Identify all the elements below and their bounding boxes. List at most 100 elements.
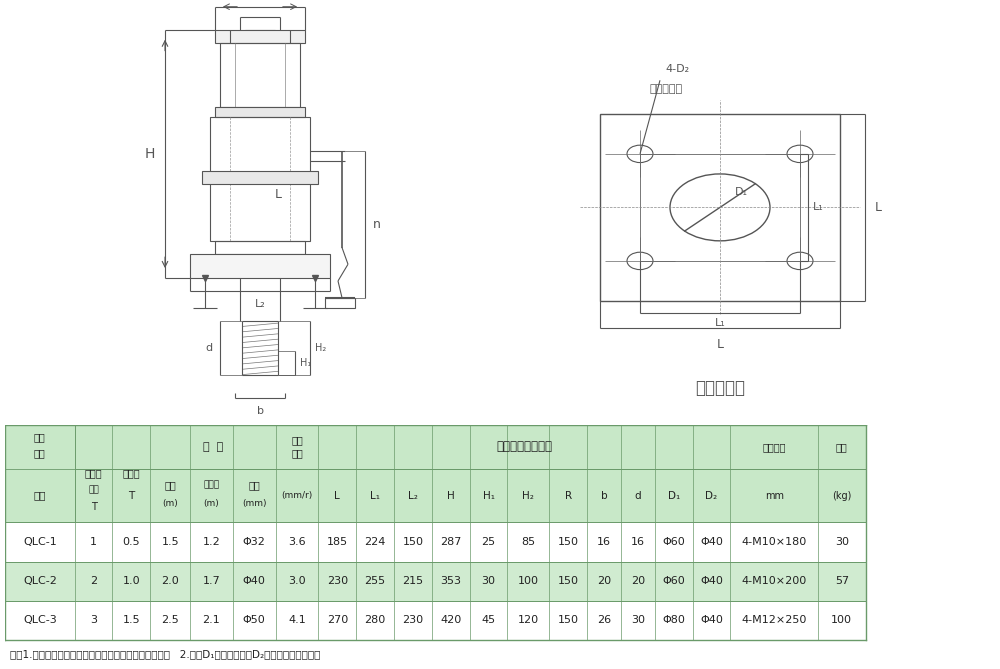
Text: 230: 230 — [402, 615, 424, 625]
Text: 85: 85 — [521, 537, 535, 547]
Text: 其它主要技术参数: 其它主要技术参数 — [496, 440, 552, 454]
Bar — [325, 298, 355, 308]
Text: 4-M10×180: 4-M10×180 — [742, 537, 807, 547]
Text: 16: 16 — [597, 537, 611, 547]
Bar — [5, 425, 75, 522]
Text: 57: 57 — [835, 576, 849, 586]
Text: L₁: L₁ — [370, 490, 380, 500]
Text: 0.5: 0.5 — [123, 537, 140, 547]
Text: 100: 100 — [518, 576, 539, 586]
Text: 1.2: 1.2 — [203, 537, 220, 547]
Text: 20: 20 — [631, 576, 645, 586]
Text: 2: 2 — [90, 576, 97, 586]
Text: 全长: 全长 — [164, 480, 176, 490]
Text: 4-M10×200: 4-M10×200 — [742, 576, 807, 586]
Text: Φ80: Φ80 — [662, 615, 685, 625]
Text: b: b — [601, 490, 607, 500]
Text: Φ40: Φ40 — [700, 576, 723, 586]
Text: 螺纹长: 螺纹长 — [203, 480, 220, 490]
Text: 重量: 重量 — [836, 442, 848, 452]
Text: H: H — [145, 147, 155, 161]
Text: 二期预留孔: 二期预留孔 — [650, 84, 683, 94]
Bar — [5, 425, 866, 469]
Bar — [220, 43, 300, 107]
Text: 100: 100 — [831, 615, 852, 625]
Text: Φ60: Φ60 — [662, 537, 685, 547]
Text: 1.5: 1.5 — [123, 615, 140, 625]
Text: 270: 270 — [327, 615, 348, 625]
Text: 280: 280 — [365, 615, 386, 625]
Text: 150: 150 — [402, 537, 423, 547]
Text: 速度: 速度 — [291, 448, 303, 458]
Text: 3: 3 — [90, 615, 97, 625]
Text: 26: 26 — [597, 615, 611, 625]
Text: 150: 150 — [558, 537, 579, 547]
Text: 120: 120 — [518, 615, 539, 625]
Bar — [215, 30, 305, 43]
Text: 地脚螺栓: 地脚螺栓 — [762, 442, 786, 452]
Text: d: d — [635, 490, 641, 500]
Bar — [215, 241, 305, 254]
Text: 4.1: 4.1 — [288, 615, 306, 625]
Text: 215: 215 — [402, 576, 424, 586]
Text: H₂: H₂ — [522, 490, 534, 500]
Bar — [600, 114, 840, 301]
Text: 20: 20 — [597, 576, 611, 586]
Text: (m): (m) — [204, 499, 219, 508]
Text: 255: 255 — [365, 576, 386, 586]
Text: Φ60: Φ60 — [662, 576, 685, 586]
Bar — [5, 601, 866, 640]
Bar — [5, 522, 866, 561]
Text: 30: 30 — [482, 576, 496, 586]
Text: L₁: L₁ — [813, 203, 824, 212]
Text: QLC-1: QLC-1 — [23, 537, 57, 547]
Text: 420: 420 — [440, 615, 461, 625]
Text: 项目: 项目 — [34, 490, 46, 500]
Text: 启闭: 启闭 — [291, 436, 303, 445]
Text: L: L — [275, 187, 282, 201]
Text: Φ40: Φ40 — [243, 576, 266, 586]
Text: H₁: H₁ — [300, 358, 311, 368]
Text: 150: 150 — [558, 615, 579, 625]
Text: Φ40: Φ40 — [700, 537, 723, 547]
Text: 3.6: 3.6 — [288, 537, 306, 547]
Text: 1.0: 1.0 — [123, 576, 140, 586]
Bar — [5, 561, 866, 601]
Bar — [190, 254, 330, 278]
Text: d: d — [205, 343, 212, 353]
Text: R: R — [565, 490, 572, 500]
Text: 启门力: 启门力 — [85, 469, 102, 478]
Text: (m): (m) — [162, 499, 178, 508]
Text: 1.7: 1.7 — [203, 576, 220, 586]
Text: D₂: D₂ — [705, 490, 718, 500]
Text: 2.5: 2.5 — [161, 615, 179, 625]
Text: QLC-2: QLC-2 — [23, 576, 57, 586]
Text: (mm/r): (mm/r) — [281, 491, 313, 500]
Text: L: L — [875, 201, 882, 214]
Text: L: L — [716, 338, 724, 351]
Text: 4-D₂: 4-D₂ — [665, 64, 689, 74]
Text: D₁: D₁ — [735, 187, 748, 197]
Text: T: T — [128, 490, 134, 500]
Text: mm: mm — [765, 490, 784, 500]
Text: 注：1.启闭速度指的是手柄转一圈闸门提升或下降的距离   2.参数D₁是过螺杆孔，D₂是二次浇注预留孔。: 注：1.启闭速度指的是手柄转一圈闸门提升或下降的距离 2.参数D₁是过螺杆孔，D… — [10, 650, 320, 660]
Text: 3.0: 3.0 — [288, 576, 306, 586]
Text: (mm): (mm) — [242, 499, 266, 508]
Text: Φ40: Φ40 — [700, 615, 723, 625]
Text: 45: 45 — [482, 615, 496, 625]
Text: T: T — [91, 502, 96, 512]
Text: (kg): (kg) — [832, 490, 851, 500]
Text: L₂: L₂ — [408, 490, 418, 500]
Bar — [5, 469, 866, 522]
Text: 30: 30 — [631, 615, 645, 625]
Text: 规格: 规格 — [34, 432, 46, 442]
Text: H: H — [447, 490, 455, 500]
Text: 基础布置图: 基础布置图 — [695, 379, 745, 397]
Text: 1.5: 1.5 — [161, 537, 179, 547]
Text: 25: 25 — [482, 537, 496, 547]
Text: 型号: 型号 — [34, 448, 46, 458]
Text: 224: 224 — [364, 537, 386, 547]
Bar — [215, 107, 305, 117]
Text: 2.0: 2.0 — [161, 576, 179, 586]
Text: 16: 16 — [631, 537, 645, 547]
